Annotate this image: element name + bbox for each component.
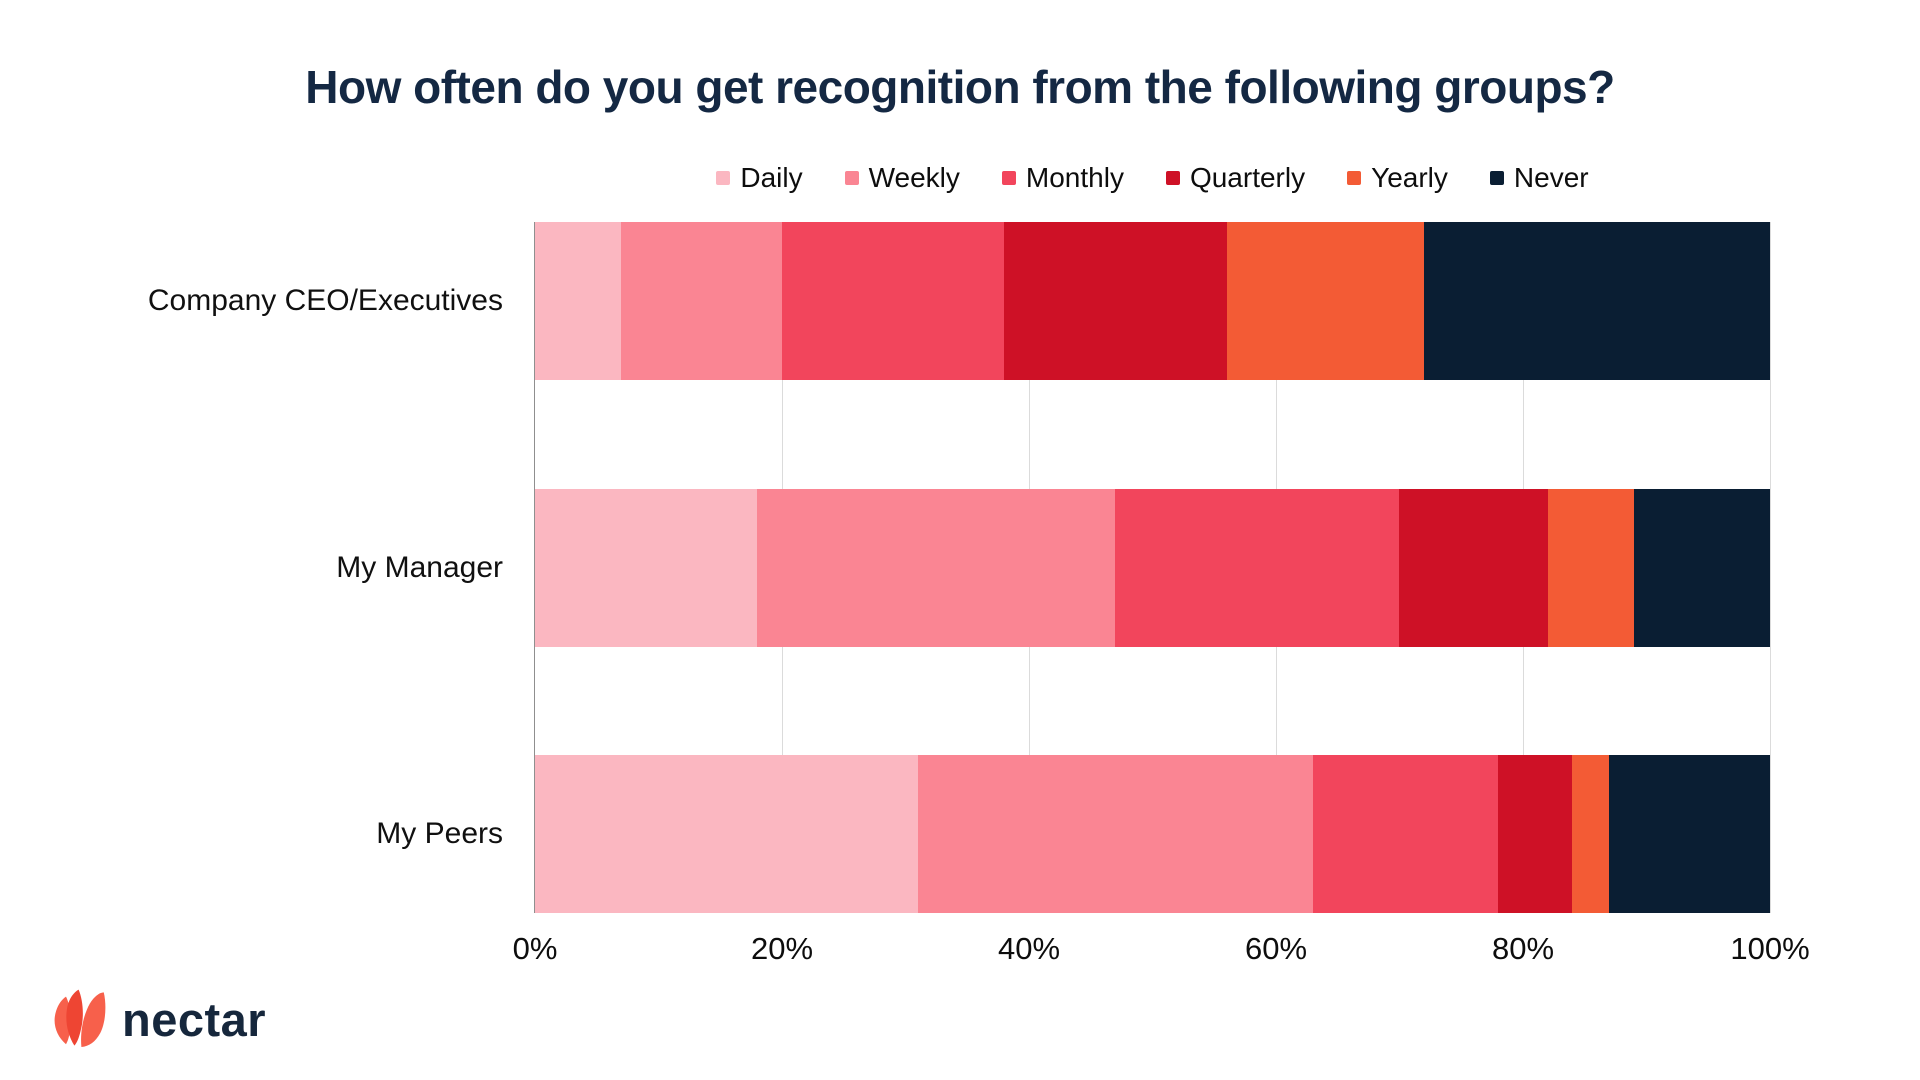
legend-item-yearly: Yearly xyxy=(1347,162,1448,194)
segment-my-manager-daily xyxy=(535,488,758,647)
x-axis-tick-0: 0% xyxy=(512,931,558,966)
segment-company-ceo-executives-quarterly xyxy=(1004,222,1227,380)
legend-item-daily: Daily xyxy=(716,162,803,194)
segment-company-ceo-executives-daily xyxy=(535,222,622,380)
bar-row-company-ceo-executives xyxy=(535,222,1770,380)
legend-label: Quarterly xyxy=(1189,162,1306,193)
segment-company-ceo-executives-yearly xyxy=(1226,222,1425,380)
y-axis-label-my-peers: My Peers xyxy=(376,817,503,850)
segment-company-ceo-executives-monthly xyxy=(781,222,1005,380)
legend-label: Daily xyxy=(740,162,803,193)
legend-label: Monthly xyxy=(1025,162,1124,193)
segment-my-manager-never xyxy=(1634,488,1770,647)
segment-my-peers-daily xyxy=(535,755,918,913)
legend-item-never: Never xyxy=(1489,162,1589,194)
legend-swatch-yearly-icon xyxy=(1347,171,1362,185)
segment-my-manager-yearly xyxy=(1547,488,1635,647)
x-axis-tick-100: 100% xyxy=(1730,931,1810,966)
legend-item-quarterly: Quarterly xyxy=(1165,162,1306,194)
y-axis-label-company-ceo-executives: Company CEO/Executives xyxy=(147,284,503,317)
legend-item-monthly: Monthly xyxy=(1001,162,1124,194)
segment-my-manager-quarterly xyxy=(1399,488,1548,647)
x-axis-tick-80: 80% xyxy=(1491,931,1555,966)
segment-my-manager-weekly xyxy=(757,488,1116,647)
x-axis-tick-labels: 0% 20% 40% 60% 80% 100% xyxy=(513,931,1810,973)
segment-my-peers-weekly xyxy=(917,755,1314,913)
bar-row-my-peers xyxy=(535,755,1770,913)
y-axis-category-labels: Company CEO/Executives My Manager My Peers xyxy=(0,222,518,913)
legend-label: Yearly xyxy=(1371,162,1448,193)
chart-title: How often do you get recognition from th… xyxy=(305,61,1615,113)
legend-swatch-never-icon xyxy=(1489,171,1504,185)
bar-row-my-manager xyxy=(535,488,1770,647)
segment-my-manager-monthly xyxy=(1115,488,1400,647)
y-axis-label-my-manager: My Manager xyxy=(336,550,503,584)
segment-my-peers-monthly xyxy=(1313,755,1499,913)
legend-swatch-monthly-icon xyxy=(1001,171,1016,185)
y-axis-line xyxy=(534,222,535,913)
segment-my-peers-yearly xyxy=(1572,755,1610,913)
legend-swatch-daily-icon xyxy=(716,171,731,185)
nectar-wordmark: nectar xyxy=(122,992,267,1046)
x-axis-tick-60: 60% xyxy=(1244,931,1308,966)
x-axis-tick-20: 20% xyxy=(750,931,814,966)
legend-label: Weekly xyxy=(868,162,960,193)
legend-swatch-quarterly-icon xyxy=(1165,171,1180,185)
segment-company-ceo-executives-never xyxy=(1424,222,1770,380)
legend-swatch-weekly-icon xyxy=(844,171,859,185)
segment-my-peers-quarterly xyxy=(1498,755,1573,913)
segment-my-peers-never xyxy=(1609,755,1770,913)
nectar-flower-icon xyxy=(54,989,106,1047)
legend-item-weekly: Weekly xyxy=(844,162,960,194)
segment-company-ceo-executives-weekly xyxy=(621,222,782,380)
plot-area xyxy=(534,222,1771,913)
nectar-logo: nectar xyxy=(38,984,266,1054)
gridline-100 xyxy=(1770,222,1771,913)
legend: Daily Weekly Monthly Quarterly Yearly Never xyxy=(535,161,1770,195)
legend-label: Never xyxy=(1513,162,1589,193)
x-axis-tick-40: 40% xyxy=(997,931,1061,966)
